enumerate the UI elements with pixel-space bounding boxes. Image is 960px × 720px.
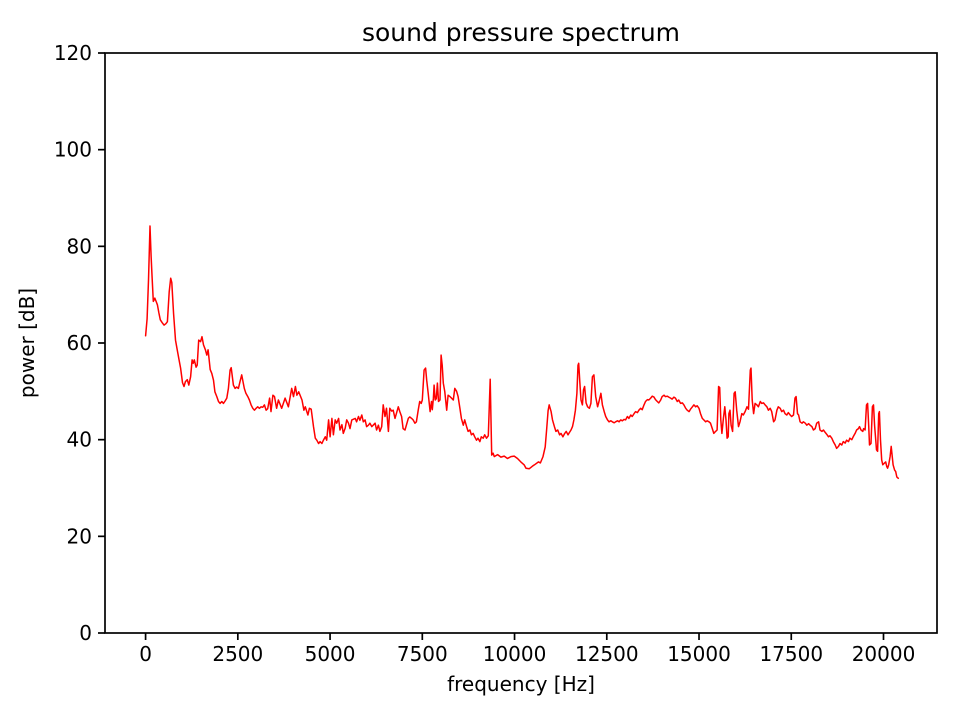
x-tick-label: 2500 bbox=[212, 642, 263, 666]
y-tick-label: 80 bbox=[67, 234, 92, 258]
y-tick-label: 60 bbox=[67, 331, 92, 355]
x-axis-label: frequency [Hz] bbox=[447, 672, 595, 696]
axes-frame bbox=[104, 52, 938, 634]
x-tick-label: 20000 bbox=[852, 642, 916, 666]
y-axis-label: power [dB] bbox=[15, 288, 39, 398]
y-tick-label: 20 bbox=[67, 524, 92, 548]
y-tick-label: 0 bbox=[79, 621, 92, 645]
x-tick-label: 12500 bbox=[575, 642, 639, 666]
spectrum-line bbox=[144, 225, 900, 480]
x-tick-label: 10000 bbox=[483, 642, 547, 666]
x-tick-label: 7500 bbox=[397, 642, 448, 666]
x-tick-label: 15000 bbox=[667, 642, 731, 666]
y-tick-label: 100 bbox=[54, 138, 92, 162]
chart-title: sound pressure spectrum bbox=[362, 18, 680, 47]
x-tick-label: 5000 bbox=[305, 642, 356, 666]
axes-layer: 0 2500 5000 7500 10000 12500 15000 17500 20000 0 2… bbox=[54, 41, 938, 666]
x-tick-label: 0 bbox=[139, 642, 152, 666]
y-tick-label: 120 bbox=[54, 41, 92, 65]
y-tick-label: 40 bbox=[67, 428, 92, 452]
x-tick-label: 17500 bbox=[759, 642, 823, 666]
